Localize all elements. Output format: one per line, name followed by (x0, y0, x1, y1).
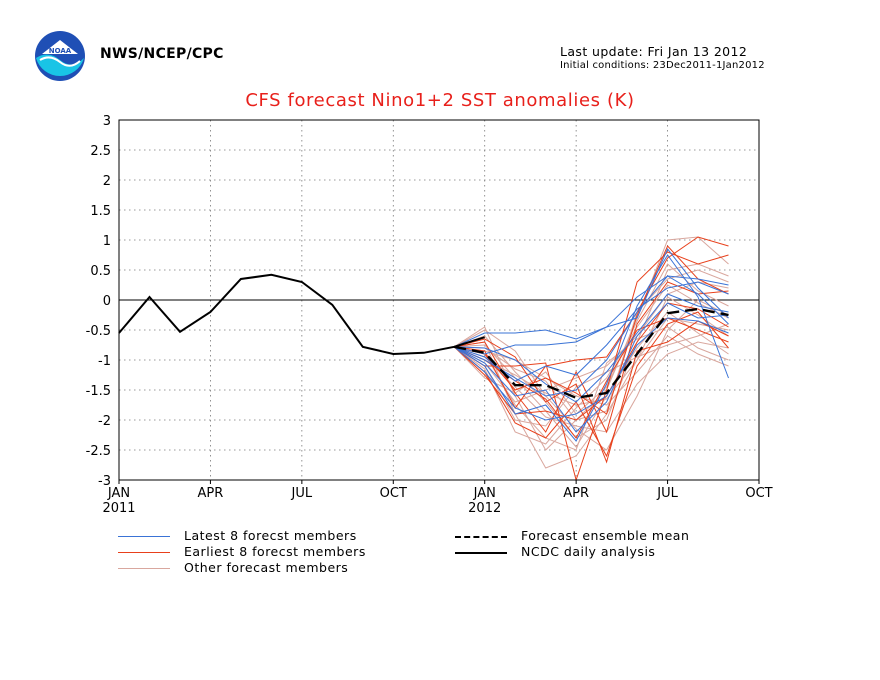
earliest-member-line (454, 320, 729, 464)
x-tick-year-label: 2011 (102, 501, 135, 516)
y-tick-label: -2.5 (86, 444, 111, 459)
ensemble-mean-group (453, 307, 729, 400)
initial-conditions-text: Initial conditions: 23Dec2011-1Jan2012 (560, 60, 765, 71)
y-tick-label: -1 (98, 354, 111, 369)
x-tick-label: JUL (656, 486, 678, 501)
x-tick-label: APR (563, 486, 589, 501)
y-tick-label: -2 (98, 414, 111, 429)
legend-other-swatch (118, 568, 170, 569)
y-tick-label: -0.5 (86, 324, 111, 339)
legend-analysis: NCDC daily analysis (455, 544, 655, 559)
analysis-line (118, 273, 486, 356)
legend-earliest-label: Earliest 8 forecst members (184, 544, 366, 559)
latest-member-line (453, 302, 729, 433)
earliest-member-line (454, 245, 729, 415)
x-tick-label: JUL (291, 486, 313, 501)
legend-latest-swatch (118, 536, 170, 537)
legend-latest-label: Latest 8 forecst members (184, 528, 357, 543)
earliest-member-line (453, 251, 729, 482)
legend-earliest: Earliest 8 forecst members (118, 544, 366, 559)
ensemble-mean-line (453, 307, 729, 400)
latest-member-line (453, 275, 729, 348)
x-tick-year-label: 2012 (468, 501, 501, 516)
y-tick-label: 3 (103, 114, 111, 129)
legend-other-label: Other forecast members (184, 560, 349, 575)
chart-title: CFS forecast Nino1+2 SST anomalies (K) (245, 90, 635, 111)
legend-mean: Forecast ensemble mean (455, 528, 689, 543)
plot-frame (118, 119, 760, 481)
other-member-line (453, 236, 729, 451)
legend-earliest-swatch (118, 552, 170, 553)
agency-label: NWS/NCEP/CPC (100, 46, 224, 62)
analysis-group (118, 273, 486, 356)
latest-member-line (454, 293, 729, 403)
other-member-line (453, 299, 729, 451)
other-member-line (454, 269, 729, 421)
y-tick-label: 1 (103, 234, 111, 249)
y-tick-label: 0.5 (90, 264, 111, 279)
legend-mean-swatch (455, 535, 507, 538)
latest-member-line (454, 281, 729, 382)
x-tick-label: OCT (745, 486, 772, 501)
legend-analysis-label: NCDC daily analysis (521, 544, 656, 559)
svg-text:NOAA: NOAA (49, 47, 72, 55)
y-tick-label: 2 (103, 174, 111, 189)
earliest-member-line (453, 302, 729, 421)
latest-members-group (453, 248, 729, 442)
y-tick-label: 1.5 (90, 204, 111, 219)
y-tick-label: -1.5 (86, 384, 111, 399)
other-member-line (454, 311, 729, 448)
x-tick-label: OCT (380, 486, 407, 501)
other-member-line (453, 323, 729, 427)
other-member-line (453, 284, 729, 445)
legend-mean-label: Forecast ensemble mean (521, 528, 690, 543)
latest-member-line (454, 248, 729, 355)
earliest-member-line (453, 311, 729, 458)
y-tick-label: 2.5 (90, 144, 111, 159)
y-tick-label: 0 (103, 294, 111, 309)
x-tick-label: APR (198, 486, 224, 501)
legend-other: Other forecast members (118, 560, 348, 575)
noaa-logo: NOAA (35, 31, 85, 81)
x-tick-label: JAN (107, 486, 130, 501)
legend-latest: Latest 8 forecst members (118, 528, 357, 543)
x-tick-label: JAN (473, 486, 496, 501)
latest-member-line (453, 317, 729, 421)
last-update-text: Last update: Fri Jan 13 2012 (560, 44, 748, 59)
latest-member-line (454, 275, 729, 397)
y-tick-label: -3 (98, 474, 111, 489)
legend-analysis-swatch (455, 551, 507, 554)
y-axis-ticks: 3 2.5 2 1.5 1 0.5 0 -0.5 -1 -1.5 -2 -2.5 -3 (86, 114, 111, 489)
earliest-member-line (454, 281, 729, 434)
